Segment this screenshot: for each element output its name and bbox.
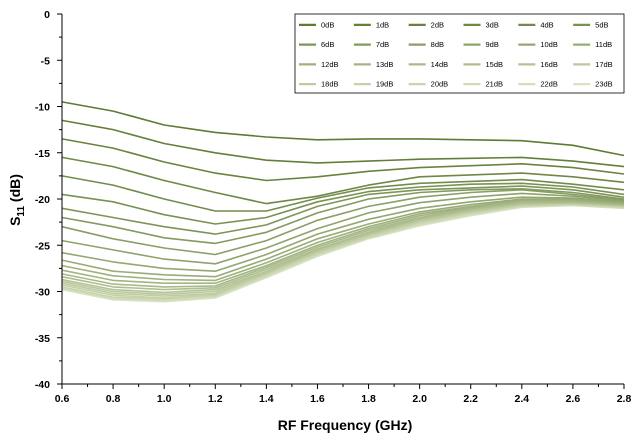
legend-box: [294, 13, 625, 94]
legend-label: 10dB: [540, 40, 558, 49]
y-axis-title-main: S: [7, 217, 23, 226]
legend-label: 13dB: [376, 60, 394, 69]
series-line-2dB: [61, 138, 625, 182]
series-line-6dB: [61, 185, 625, 235]
legend-label: 5dB: [595, 20, 608, 29]
x-tick-label: 0.6: [55, 393, 70, 405]
x-tick-label: 2.4: [515, 393, 530, 405]
y-tick-label: -15: [35, 148, 50, 160]
legend-label: 15dB: [486, 60, 504, 69]
y-tick-label: -20: [35, 194, 50, 206]
legend-label: 22dB: [540, 80, 558, 89]
x-tick-label: 1.4: [259, 393, 274, 405]
y-axis-title: S11 (dB): [7, 174, 27, 226]
legend-label: 19dB: [376, 80, 394, 89]
legend-label: 16dB: [540, 60, 558, 69]
legend-label: 21dB: [486, 80, 504, 89]
legend-label: 23dB: [595, 80, 613, 89]
x-tick-label: 1.0: [157, 393, 172, 405]
legend-label: 3dB: [486, 20, 499, 29]
series-line-4dB: [61, 175, 625, 212]
x-tick-label: 1.6: [310, 393, 325, 405]
y-tick-label: -25: [35, 240, 50, 252]
x-tick-label: 1.8: [361, 393, 376, 405]
axes-layer: 0.6 0.8 1.0 1.2 1.4 1.6 1.8 2.0 2.2 2.4 2.6 2.8 0 -5 -…: [35, 9, 632, 405]
series-line-7dB: [61, 188, 625, 245]
series-line-18dB: [61, 202, 625, 297]
legend-label: 6dB: [321, 40, 334, 49]
series-line-5dB: [61, 182, 625, 225]
legend-label: 8dB: [431, 40, 444, 49]
series-line-16dB: [61, 201, 625, 294]
legend-label: 2dB: [431, 20, 444, 29]
legend-label: 20dB: [431, 80, 449, 89]
series-line-1dB: [61, 119, 625, 168]
legend-label: 4dB: [540, 20, 553, 29]
x-tick-label: 2.2: [463, 393, 478, 405]
series-line-12dB: [61, 199, 625, 282]
series-line-14dB: [61, 201, 625, 288]
series-line-8dB: [61, 189, 625, 256]
y-axis-title-unit: (dB): [7, 174, 23, 206]
legend-label: 0dB: [321, 20, 334, 29]
legend-label: 18dB: [321, 80, 339, 89]
legend-label: 14dB: [431, 60, 449, 69]
series-line-3dB: [61, 156, 625, 205]
y-tick-label: -10: [35, 102, 50, 114]
series-line-11dB: [61, 198, 625, 278]
legend-label: 17dB: [595, 60, 613, 69]
series-line-9dB: [61, 192, 625, 265]
x-tick-label: 2.6: [566, 393, 581, 405]
series-layer: [61, 101, 625, 303]
x-tick-label: 0.8: [106, 393, 121, 405]
y-tick-label: -30: [35, 287, 50, 299]
x-tick-label: 2.8: [617, 393, 632, 405]
series-line-10dB: [61, 196, 625, 273]
y-tick-label: -5: [41, 55, 50, 67]
x-axis-title: RF Frequency (GHz): [278, 417, 413, 433]
legend-label: 9dB: [486, 40, 499, 49]
y-axis-title-subscript: 11: [16, 206, 27, 217]
series-line-0dB: [61, 101, 625, 157]
legend: 0dB 1dB 2dB 3dB 4dB 5dB 6dB 7dB 8dB 9dB 10dB 11dB 12…: [294, 13, 625, 94]
x-tick-label: 2.0: [412, 393, 427, 405]
legend-label: 7dB: [376, 40, 389, 49]
legend-label: 12dB: [321, 60, 339, 69]
y-tick-label: -40: [35, 379, 50, 391]
series-line-13dB: [61, 200, 625, 285]
legend-label: 11dB: [595, 40, 612, 49]
x-tick-label: 1.2: [208, 393, 223, 405]
legend-label: 1dB: [376, 20, 389, 29]
y-tick-label: 0: [44, 9, 50, 21]
y-tick-label: -35: [35, 333, 50, 345]
